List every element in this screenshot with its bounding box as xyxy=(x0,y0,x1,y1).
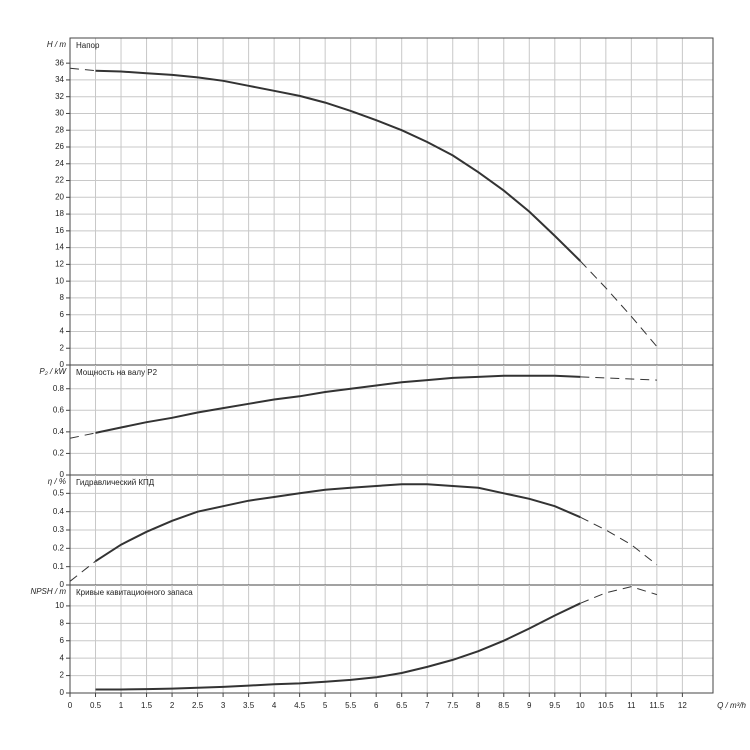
solid-curve xyxy=(95,374,581,434)
dashed-curve xyxy=(69,67,658,347)
x-tick-label: 9.5 xyxy=(549,701,561,710)
x-tick-label: 8 xyxy=(476,701,481,710)
y-tick-label: 20 xyxy=(55,192,64,201)
x-tick-label: 4.5 xyxy=(294,701,306,710)
dashed-curve xyxy=(580,586,658,604)
y-tick-label: 6 xyxy=(60,310,65,319)
y-tick-label: 0.8 xyxy=(53,384,65,393)
y-tick-label: 2 xyxy=(60,343,65,352)
x-tick-label: 0 xyxy=(68,701,73,710)
y-tick-label: 24 xyxy=(55,159,64,168)
y-tick-label: 6 xyxy=(60,636,65,645)
x-tick-label: 6.5 xyxy=(396,701,408,710)
x-tick-label: 3.5 xyxy=(243,701,255,710)
y-tick-label: 4 xyxy=(60,653,65,662)
y-axis-label: η / % xyxy=(48,477,66,486)
y-tick-label: 0.4 xyxy=(53,427,65,436)
y-tick-label: 22 xyxy=(55,176,64,185)
x-tick-label: 0.5 xyxy=(90,701,102,710)
solid-curve xyxy=(94,483,581,563)
panel-title: Мощность на валу P2 xyxy=(76,368,158,377)
y-tick-label: 14 xyxy=(55,243,64,252)
x-tick-label: 2.5 xyxy=(192,701,204,710)
y-tick-label: 0.3 xyxy=(53,525,65,534)
y-axis-label: NPSH / m xyxy=(30,587,66,596)
y-axis-label: P₂ / kW xyxy=(39,367,67,376)
x-tick-label: 8.5 xyxy=(498,701,510,710)
x-tick-label: 2 xyxy=(170,701,175,710)
y-tick-label: 12 xyxy=(55,259,64,268)
panel-title: Кривые кавитационного запаса xyxy=(76,588,193,597)
y-tick-label: 0.2 xyxy=(53,449,65,458)
y-tick-label: 0 xyxy=(60,580,65,589)
y-tick-label: 28 xyxy=(55,125,64,134)
y-tick-label: 16 xyxy=(55,226,64,235)
y-tick-label: 18 xyxy=(55,209,64,218)
y-axis-label: H / m xyxy=(47,40,66,49)
y-tick-label: 0 xyxy=(60,470,65,479)
y-tick-label: 0.5 xyxy=(53,488,65,497)
x-tick-label: 11.5 xyxy=(649,701,665,710)
solid-curve xyxy=(95,69,582,262)
x-tick-label: 4 xyxy=(272,701,277,710)
y-tick-label: 36 xyxy=(55,58,64,67)
x-tick-label: 9 xyxy=(527,701,532,710)
y-tick-label: 0.6 xyxy=(53,405,65,414)
x-tick-label: 11 xyxy=(627,701,636,710)
x-tick-label: 10 xyxy=(576,701,585,710)
x-tick-label: 5 xyxy=(323,701,328,710)
y-tick-label: 2 xyxy=(60,671,65,680)
y-tick-label: 26 xyxy=(55,142,64,151)
y-tick-label: 30 xyxy=(55,109,64,118)
solid-curve xyxy=(95,602,581,691)
panel-title: Напор xyxy=(76,41,100,50)
y-tick-label: 0 xyxy=(60,688,65,697)
y-tick-label: 32 xyxy=(55,92,64,101)
x-tick-label: 1.5 xyxy=(141,701,153,710)
y-tick-label: 10 xyxy=(55,601,64,610)
dashed-curve xyxy=(69,516,658,582)
x-tick-label: 7.5 xyxy=(447,701,459,710)
y-tick-label: 0.2 xyxy=(53,543,65,552)
x-tick-label: 12 xyxy=(678,701,687,710)
x-tick-label: 7 xyxy=(425,701,430,710)
x-axis-label: Q / m³/h xyxy=(717,701,746,710)
y-tick-label: 0.4 xyxy=(53,507,65,516)
y-tick-label: 8 xyxy=(60,618,65,627)
y-tick-label: 10 xyxy=(55,276,64,285)
y-tick-label: 4 xyxy=(60,327,65,336)
dashed-curve xyxy=(69,376,657,439)
x-tick-label: 1 xyxy=(119,701,124,710)
panel-title: Гидравлический КПД xyxy=(76,478,155,487)
y-tick-label: 8 xyxy=(60,293,65,302)
y-tick-label: 0.1 xyxy=(53,562,65,571)
y-tick-label: 0 xyxy=(60,360,65,369)
plot-frame xyxy=(69,37,714,694)
x-tick-label: 10.5 xyxy=(598,701,614,710)
x-tick-label: 6 xyxy=(374,701,379,710)
x-tick-label: 3 xyxy=(221,701,226,710)
y-tick-label: 34 xyxy=(55,75,64,84)
x-tick-label: 5.5 xyxy=(345,701,357,710)
